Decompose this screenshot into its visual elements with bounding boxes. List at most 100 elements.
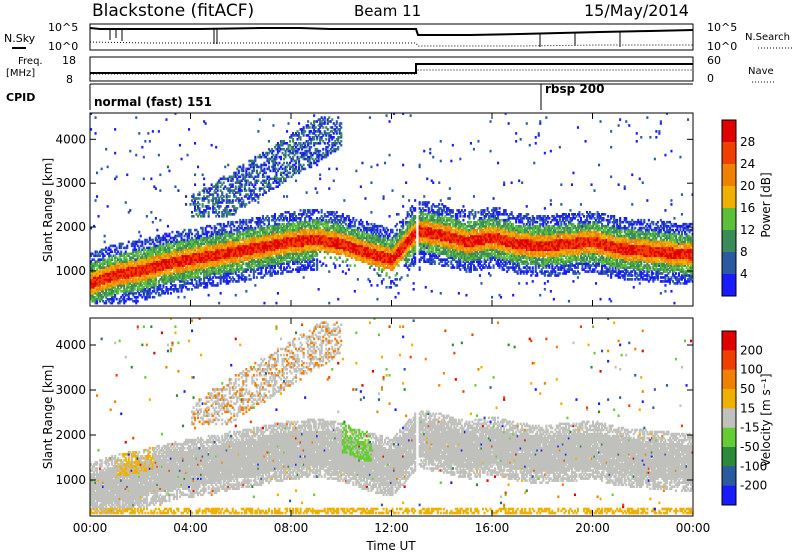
power-cell <box>325 147 328 151</box>
power-cell <box>283 252 286 256</box>
power-cell <box>236 226 239 230</box>
power-cell <box>185 276 188 279</box>
power-cell <box>275 230 278 234</box>
power-cell <box>289 171 292 175</box>
power-cell <box>154 278 157 281</box>
power-cell <box>319 226 322 230</box>
power-cell <box>172 290 175 293</box>
power-cell <box>195 282 198 285</box>
power-cell <box>135 268 138 271</box>
power-cell <box>103 248 106 252</box>
power-cell <box>111 284 114 287</box>
power-cell <box>296 256 299 259</box>
power-cell <box>203 197 206 200</box>
power-cell <box>308 151 311 155</box>
power-cell <box>154 236 157 240</box>
power-cell <box>248 226 251 230</box>
power-cell <box>99 293 102 297</box>
power-cell <box>198 254 201 258</box>
power-cell <box>100 280 103 283</box>
power-cell <box>305 256 308 259</box>
power-cell <box>264 244 267 248</box>
power-cell <box>332 224 335 228</box>
power-cell <box>302 128 305 131</box>
power-cell <box>212 244 215 248</box>
power-cell <box>305 248 308 252</box>
power-cell <box>163 252 166 256</box>
power-cell <box>279 173 282 177</box>
power-cell <box>272 153 275 157</box>
power-cell <box>136 280 139 283</box>
power-cell <box>290 248 293 252</box>
power-cell <box>182 276 185 279</box>
power-cell <box>273 232 276 236</box>
power-cell <box>175 258 178 261</box>
power-cell <box>163 272 166 275</box>
power-cell <box>276 145 279 149</box>
power-cell <box>165 242 168 246</box>
power-cell <box>261 260 264 263</box>
power-cell <box>281 175 284 179</box>
power-cell <box>198 248 201 252</box>
power-cell <box>231 262 234 265</box>
power-cell <box>185 240 188 244</box>
power-cell <box>275 218 278 222</box>
power-cell <box>304 236 307 240</box>
power-cell <box>183 280 186 283</box>
power-cell <box>287 240 290 244</box>
power-cell <box>133 262 136 265</box>
power-cell <box>284 240 287 244</box>
power-cell <box>292 140 295 143</box>
power-cell <box>191 264 194 267</box>
power-cell <box>97 274 100 277</box>
power-cell <box>100 297 103 301</box>
power-cell <box>230 222 233 226</box>
power-cell <box>123 284 126 287</box>
power-cell <box>343 220 346 224</box>
power-cell <box>221 266 224 269</box>
power-cell <box>295 240 298 244</box>
power-cell <box>198 258 201 261</box>
power-cell <box>99 295 102 299</box>
power-cell <box>267 242 270 246</box>
power-cell <box>115 264 118 267</box>
power-cell <box>182 238 185 242</box>
power-cell <box>108 264 111 267</box>
power-cell <box>249 260 252 263</box>
power-cell <box>254 179 257 183</box>
power-cell <box>292 254 295 258</box>
power-cell <box>311 238 314 242</box>
power-cell <box>267 256 270 259</box>
power-cell <box>147 295 150 299</box>
power-cell <box>189 252 192 256</box>
power-cell <box>252 236 255 240</box>
power-cell <box>97 286 100 289</box>
power-cell <box>292 151 295 155</box>
power-cell <box>222 242 225 246</box>
power-cell <box>329 240 332 244</box>
power-cell <box>215 232 218 236</box>
power-cell <box>302 230 305 234</box>
power-cell <box>343 240 346 244</box>
power-cell <box>215 236 218 240</box>
power-cell <box>338 220 341 224</box>
power-cell <box>189 256 192 259</box>
power-cell <box>298 171 301 175</box>
power-cell <box>311 252 314 256</box>
power-cell <box>308 248 311 252</box>
power-cell <box>287 143 290 147</box>
power-cell <box>228 234 231 238</box>
power-cell <box>313 126 316 129</box>
power-cell <box>180 278 183 281</box>
power-cell <box>200 236 203 240</box>
power-cell <box>156 262 159 265</box>
power-cell <box>132 244 135 248</box>
power-cell <box>129 258 132 261</box>
power-cell <box>180 268 183 271</box>
power-cell <box>224 224 227 228</box>
power-cell <box>192 195 195 198</box>
power-cell <box>109 272 112 275</box>
power-cell <box>166 224 169 228</box>
power-cell <box>100 258 103 261</box>
power-cell <box>230 228 233 232</box>
